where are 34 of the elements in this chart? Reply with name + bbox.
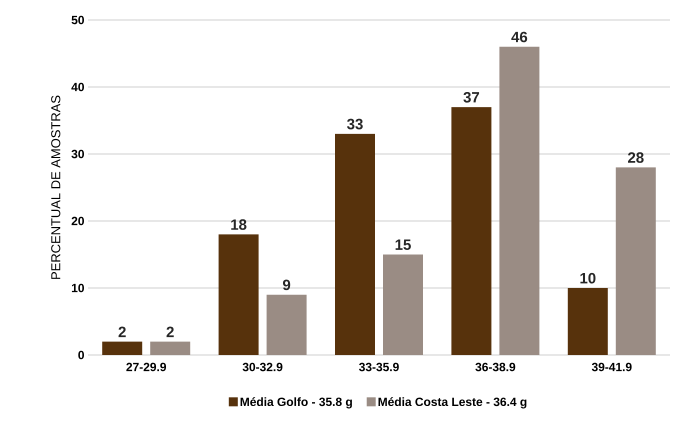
y-tick-label: 50: [72, 16, 84, 24]
y-tick-label: 30: [71, 150, 84, 158]
data-label: 10: [580, 272, 596, 284]
data-label: 33: [347, 118, 363, 130]
bar: [616, 167, 656, 355]
bar: [150, 342, 190, 355]
y-tick-label: 0: [78, 350, 84, 360]
bar: [335, 134, 375, 355]
bar: [266, 294, 307, 355]
y-tick-label: 20: [72, 216, 84, 226]
y-tick-label: 10: [72, 284, 84, 292]
data-label: 2: [118, 326, 126, 338]
bar: [499, 46, 540, 355]
x-tick-label: 39-41.9: [592, 362, 632, 372]
data-label: 37: [463, 92, 480, 103]
bar: [451, 107, 492, 355]
bar: [568, 288, 608, 355]
x-tick-label: 30-32.9: [242, 362, 282, 372]
bar: [218, 234, 259, 355]
data-label: 28: [628, 152, 644, 163]
x-tick-label: 36-38.9: [475, 362, 516, 372]
data-label: 18: [231, 219, 246, 230]
legend-label: Média Costa Leste - 36.4 g: [378, 397, 526, 408]
x-tick-label: 33-35.9: [359, 362, 399, 372]
data-label: 9: [282, 280, 290, 290]
bar: [102, 342, 142, 355]
data-label: 46: [511, 32, 528, 42]
data-label: 2: [166, 326, 174, 338]
y-tick-label: 40: [71, 82, 84, 92]
data-label: 15: [396, 240, 411, 250]
bar: [383, 254, 423, 355]
legend-label: Média Golfo - 35.8 g: [240, 397, 352, 408]
y-axis-title: PERCENTUAL DE AMOSTRAS: [51, 96, 60, 279]
x-tick-label: 27-29.9: [126, 362, 166, 372]
